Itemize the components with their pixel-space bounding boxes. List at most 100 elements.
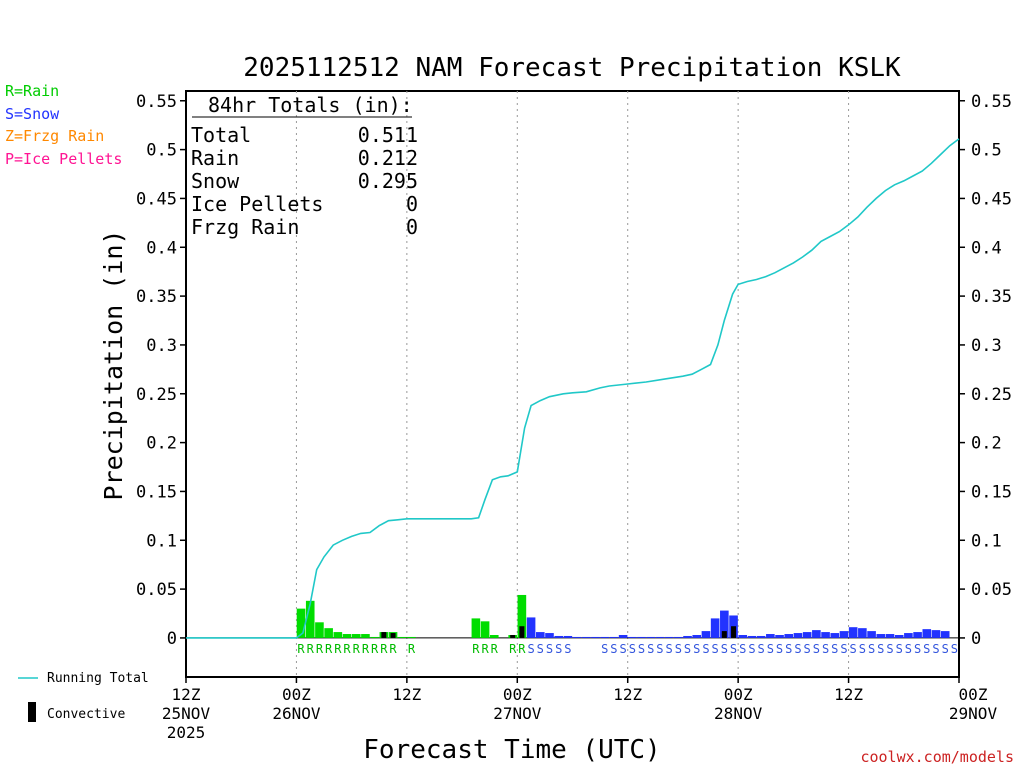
precip-bar xyxy=(305,600,315,638)
precip-type-label: S xyxy=(923,642,930,656)
precip-type-label: S xyxy=(794,642,801,656)
y-tick-label-left: 0 xyxy=(167,629,177,649)
precip-bar xyxy=(545,633,554,638)
precip-type-label: S xyxy=(905,642,912,656)
precip-type-label: S xyxy=(546,642,553,656)
precip-bar xyxy=(351,634,361,638)
precip-type-label: S xyxy=(776,642,783,656)
precip-bar xyxy=(830,633,840,638)
precip-type-label: R xyxy=(316,642,324,656)
x-tick-date: 25NOV xyxy=(162,704,211,723)
x-axis-label: Forecast Time (UTC) xyxy=(363,735,660,765)
precip-type-label: S xyxy=(721,642,728,656)
y-tick-label-left: 0.35 xyxy=(136,287,177,307)
precip-bar xyxy=(674,636,683,638)
y-axis-ticks: 0.55 0.55 0.5 0.5 0.45 0.45 0.4 0.4 0.35 0.35 0.3 0… xyxy=(136,92,1012,649)
precip-bar xyxy=(296,608,306,638)
y-tick-label-right: 0.35 xyxy=(971,287,1012,307)
precip-bar xyxy=(839,631,849,638)
precip-bar xyxy=(324,628,333,638)
x-tick-date: 27NOV xyxy=(493,704,542,723)
precip-type-label: S xyxy=(951,642,958,656)
convective-bar xyxy=(519,626,525,638)
plot-frame xyxy=(185,90,960,678)
legend-ice-pellets: P=Ice Pellets xyxy=(5,150,122,168)
y-tick-label-left: 0.05 xyxy=(136,580,177,600)
precip-type-label: R xyxy=(389,642,397,656)
precip-bar xyxy=(867,631,876,638)
precip-bar xyxy=(342,634,352,638)
precip-type-label: S xyxy=(656,642,663,656)
precip-type-label: S xyxy=(537,642,544,656)
precip-bar xyxy=(931,630,941,638)
convective-bar xyxy=(731,626,737,638)
y-tick-label-left: 0.15 xyxy=(136,482,177,502)
running-total-legend-label: Running Total xyxy=(47,671,149,686)
precip-bar xyxy=(894,635,904,638)
precip-bar xyxy=(720,610,729,638)
precip-type-label: R xyxy=(491,642,499,656)
precip-type-label: S xyxy=(914,642,921,656)
precip-type-label: R xyxy=(353,642,361,656)
precip-type-label: S xyxy=(601,642,608,656)
precip-bar xyxy=(517,594,527,638)
totals-value-snow: 0.295 xyxy=(358,169,418,193)
convective-bar xyxy=(721,631,727,638)
precip-bar xyxy=(812,630,821,638)
precip-bar xyxy=(535,632,545,638)
legend-snow: S=Snow xyxy=(5,105,60,123)
precip-type-label: S xyxy=(813,642,820,656)
y-tick-label-right: 0 xyxy=(971,629,981,649)
convective-bar xyxy=(390,633,396,638)
precip-bar xyxy=(876,634,886,638)
y-tick-label-right: 0.15 xyxy=(971,482,1012,502)
precip-type-label: S xyxy=(739,642,746,656)
x-tick-label: 12Z xyxy=(834,685,863,704)
precip-bar xyxy=(333,632,343,638)
precip-bar xyxy=(701,631,711,638)
x-tick-label: 00Z xyxy=(282,685,311,704)
precip-type-label: S xyxy=(666,642,673,656)
precip-type-label: S xyxy=(758,642,765,656)
x-tick-year: 2025 xyxy=(167,723,206,742)
totals-value-ice-pellets: 0 xyxy=(406,192,418,216)
precip-type-label: S xyxy=(896,642,903,656)
totals-box: 84hr Totals (in): Total 0.511 Rain 0.212… xyxy=(191,93,418,239)
x-tick-label: 12Z xyxy=(613,685,642,704)
y-tick-label-left: 0.45 xyxy=(136,189,177,209)
precip-type-label: S xyxy=(564,642,571,656)
y-tick-label-right: 0.1 xyxy=(971,531,1002,551)
precip-type-label: S xyxy=(619,642,626,656)
precip-type-label: R xyxy=(408,642,416,656)
precip-bar xyxy=(600,636,610,638)
precip-bar xyxy=(922,629,932,638)
precip-type-label: S xyxy=(942,642,949,656)
totals-heading: 84hr Totals (in): xyxy=(208,93,413,117)
precip-type-label: S xyxy=(859,642,866,656)
y-tick-label-right: 0.25 xyxy=(971,385,1012,405)
precip-type-label: S xyxy=(629,642,636,656)
precip-type-label: S xyxy=(712,642,719,656)
precip-type-label: S xyxy=(684,642,691,656)
precip-type-label: S xyxy=(785,642,792,656)
precip-bar xyxy=(848,627,858,638)
vertical-gridlines xyxy=(295,91,850,677)
precip-bar xyxy=(710,618,720,638)
convective-bar xyxy=(381,632,387,638)
x-tick-label: 12Z xyxy=(172,685,201,704)
precip-bar xyxy=(489,635,499,638)
y-tick-label-left: 0.25 xyxy=(136,385,177,405)
y-tick-label-right: 0.55 xyxy=(971,92,1012,112)
totals-label-total: Total xyxy=(191,123,251,147)
precip-type-label: R xyxy=(371,642,379,656)
precip-type-label: R xyxy=(307,642,315,656)
precip-bar xyxy=(370,636,379,638)
precip-type-label: S xyxy=(730,642,737,656)
precip-type-label: S xyxy=(647,642,654,656)
convective-bar xyxy=(510,635,516,638)
convective-bars xyxy=(381,626,737,638)
precip-bar xyxy=(591,636,600,638)
